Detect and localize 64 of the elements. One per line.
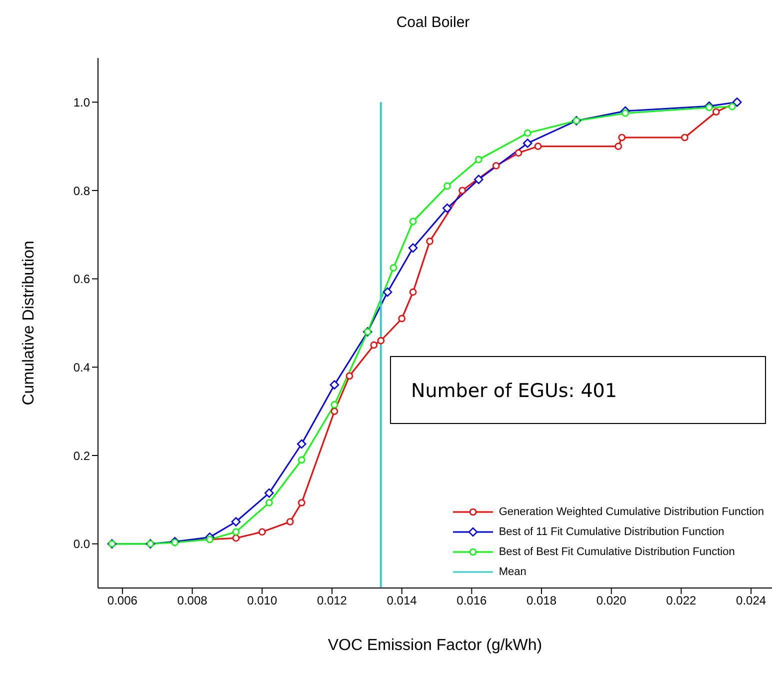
legend-label: Generation Weighted Cumulative Distribution Function [498,506,764,518]
point [408,243,418,253]
point [382,287,392,297]
point [475,156,482,164]
point [398,314,406,322]
legend-label: Best of 11 Fit Cumulative Distribution Function [498,526,724,538]
x-tick-label: 0.010 [247,594,278,608]
point [298,499,306,506]
point [232,534,240,542]
point [534,142,542,150]
point [522,138,532,148]
x-tick-label: 0.018 [526,594,557,608]
point [614,142,622,150]
point [377,337,385,344]
point [409,288,417,296]
x-axis-title: VOC Emission Factor (g/kWh) [328,637,542,654]
point [458,186,466,194]
y-axis-title: Cumulative Distribution [20,240,38,406]
y-tick-label: 0.0 [73,537,90,552]
point [330,401,338,408]
point [728,102,736,110]
point [298,456,306,464]
y-tick-label: 0.4 [73,360,90,374]
chart-title: Coal Boiler [395,13,471,33]
x-tick-label: 0.006 [107,594,138,608]
point [712,108,720,116]
legend-label: Mean [498,566,526,578]
point [444,182,451,190]
x-tick-label: 0.016 [456,594,488,608]
x-tick-label: 0.022 [666,594,697,608]
point [426,238,434,245]
point [409,218,417,226]
point [622,110,629,117]
point [330,380,340,390]
point [442,204,452,213]
x-tick-label: 0.024 [736,594,766,608]
point [265,499,273,506]
point [346,372,354,380]
x-tick-label: 0.012 [316,594,348,608]
point [258,528,266,536]
point [232,528,240,536]
y-tick-label: 0.2 [73,448,90,463]
point [370,341,378,349]
point [681,134,688,142]
point [231,517,241,526]
point [618,134,626,142]
y-tick-label: 0.8 [73,184,90,198]
y-tick-label: 1.0 [73,95,90,110]
point [705,104,713,112]
x-tick-label: 0.014 [386,594,418,608]
point [492,162,500,170]
point [524,129,532,137]
point [390,264,398,272]
point [286,518,294,526]
point [514,149,522,157]
annotation: Number of EGUs: 401 [390,356,766,424]
y-tick-label: 0.6 [73,272,90,286]
x-tick-label: 0.020 [596,594,627,608]
point [296,439,306,449]
x-tick-label: 0.008 [177,594,208,608]
point [264,488,274,498]
legend-label: Best of Best Fit Cumulative Distribution Function [498,546,735,558]
point [474,174,484,184]
point [330,408,338,415]
